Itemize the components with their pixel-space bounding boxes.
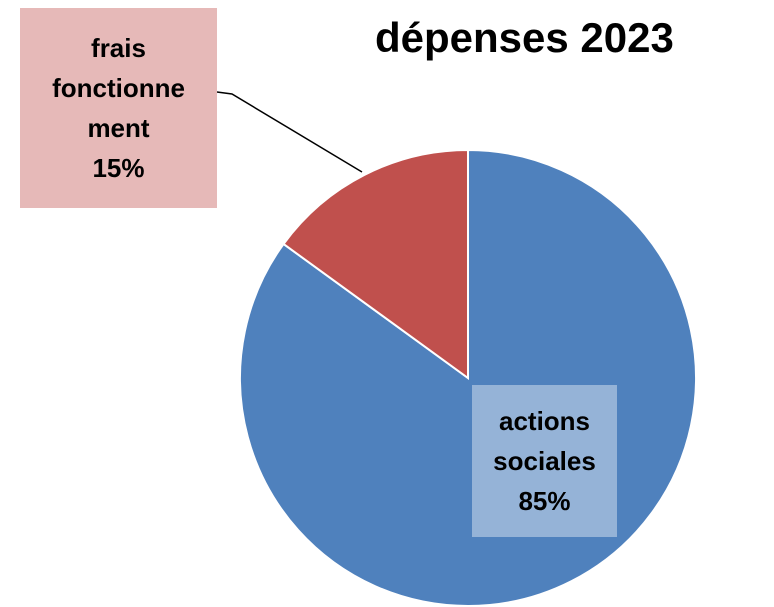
chart-title: dépenses 2023 <box>375 14 674 61</box>
label-percent: 15% <box>92 153 145 183</box>
label-percent: 85% <box>518 486 571 516</box>
label-name: frais fonctionnement <box>52 33 185 143</box>
leader-line <box>216 91 363 173</box>
data-label: frais fonctionnement 15% <box>20 8 217 208</box>
label-name: actions sociales <box>493 406 596 476</box>
pie-slice <box>282 148 469 380</box>
data-label: actions sociales 85% <box>472 385 617 537</box>
